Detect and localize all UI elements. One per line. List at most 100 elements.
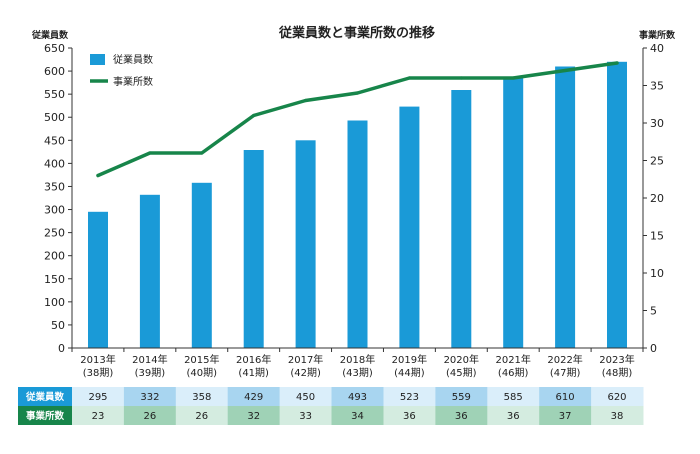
y-left-tick-label: 550 [44,88,65,101]
legend-bar-label: 従業員数 [113,53,153,66]
table-cell-bg [487,387,540,406]
y-right-tick-label: 15 [650,230,664,243]
table-cell: 523 [400,392,419,403]
table-row-header-bg [18,406,72,425]
table-cell-bg [383,387,436,406]
table-cell-bg [487,406,540,425]
y-left-tick-label: 100 [44,296,65,309]
y-left-tick-label: 50 [51,319,65,332]
x-tick-label-period: (46期) [498,367,529,379]
y-right-tick-label: 40 [650,42,664,55]
y-right-tick-label: 35 [650,80,664,93]
table-cell: 429 [244,392,263,403]
line-point-1 [148,151,152,155]
table-row-header: 事業所数 [26,410,65,422]
table-cell: 38 [611,411,624,422]
table-cell-bg [331,387,384,406]
line-series-group [96,61,619,178]
x-tick-label-year: 2021年 [495,353,530,366]
table-cell-bg [539,387,592,406]
x-tick-label-period: (40期) [187,367,218,379]
table-cell: 36 [507,411,520,422]
table-cell: 37 [559,411,572,422]
table-cell-bg [435,406,488,425]
y-left-tick-label: 300 [44,204,65,217]
table-cell-bg [331,406,384,425]
table-cell-bg [279,406,332,425]
y-right-tick-label: 30 [650,117,664,130]
bar-10 [607,61,627,349]
x-tick-label-period: (39期) [135,367,166,379]
y-left-tick-label: 500 [44,111,65,124]
x-tick-label-period: (43期) [342,367,373,379]
y-right-axis-title: 事業所数 [639,29,676,41]
y-left-tick-label: 650 [44,42,65,55]
legend-bar-swatch [90,54,105,65]
y-left-tick-label: 350 [44,180,65,193]
y-left-tick-label: 200 [44,250,65,263]
bar-7 [451,90,472,348]
line-point-4 [304,98,308,103]
table-row-header: 従業員数 [25,391,65,403]
y-left-tick-label: 600 [44,65,65,78]
legend: 従業員数 事業所数 [90,53,153,88]
table-cell-bg [279,387,332,406]
bar-9 [555,66,576,348]
x-tick-label-year: 2018年 [340,353,375,366]
table-cell-bg [72,387,125,406]
y-left-tick-label: 150 [44,273,65,286]
line-point-6 [407,76,411,80]
table-cell-bg [591,387,644,406]
table-cell-bg [435,387,488,406]
chart-title: 従業員数と事業所数の推移 [278,25,435,41]
y-right-tick-label: 10 [650,267,664,280]
y-right-tick-label: 20 [650,192,664,205]
x-tick-label-period: (45期) [446,367,477,379]
data-table: 従業員数 295 332 358 429 450 493 523 559 585 610 620 事業所… [18,387,644,425]
y-left-tick-label: 250 [44,227,65,240]
bar-series-group [88,61,627,349]
bar-8 [503,78,524,348]
table-cell: 295 [88,392,107,403]
table-cell-bg [72,406,125,425]
table-cell-bg [539,406,592,425]
table-cell-bg [175,387,229,406]
x-tick-label-period: (42期) [290,367,321,379]
x-tick-label-period: (38期) [83,367,114,379]
x-tick-label-period: (44期) [394,367,425,379]
table-cell: 585 [504,392,523,403]
table-cell-bg [123,387,177,406]
y-left-tick-label: 450 [44,134,65,147]
bar-2 [191,182,212,348]
x-tick-label-year: 2016年 [236,353,271,366]
table-cell: 34 [351,411,364,422]
bar-1 [139,194,160,348]
bar-5 [347,120,368,348]
bar-3 [243,150,264,348]
y-left-axis-title: 従業員数 [31,29,69,41]
table-cell: 23 [92,411,105,422]
line-point-0 [96,173,100,178]
x-tick-label-year: 2017年 [288,353,323,366]
table-cell: 33 [299,411,312,422]
table-cell: 332 [140,392,159,403]
bar-4 [295,140,316,348]
line-point-7 [459,76,463,80]
y-left-tick-label: 400 [44,157,65,170]
table-cell: 32 [247,411,260,422]
table-cell-bg [175,406,229,425]
table-cell: 559 [452,392,471,403]
table-cell: 36 [455,411,468,422]
table-cell-bg [591,406,644,425]
x-tick-labels-group: 2013年(38期) 2014年(39期) 2015年(40期) 2016年(41期)… [80,353,634,379]
x-tick-label-period: (47期) [550,367,581,379]
table-cell: 36 [403,411,416,422]
x-tick-label-year: 2015年 [184,353,219,366]
table-cell-bg [227,406,281,425]
table-cell: 26 [195,411,208,422]
y-right-tick-label: 0 [650,342,657,355]
x-tick-label-year: 2014年 [132,353,167,366]
line-point-5 [355,91,360,95]
